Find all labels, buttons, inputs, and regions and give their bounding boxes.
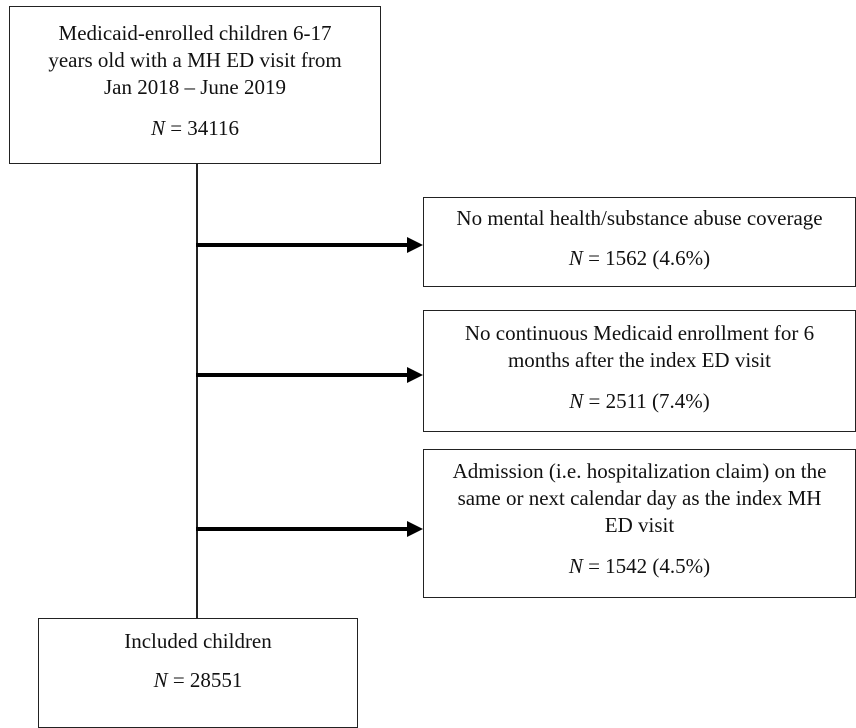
exclusion-box-1: No mental health/substance abuse coverag… [423, 197, 856, 287]
n-value: = 28551 [167, 668, 243, 692]
n-value: = 1542 (4.5%) [582, 554, 711, 578]
main-flow-line [196, 163, 198, 618]
result-box-line-1: Included children [124, 629, 272, 653]
n-symbol: N [150, 116, 165, 140]
result-box-count: N = 28551 [39, 667, 357, 694]
start-box-line-1: Medicaid-enrolled children 6-17 [58, 21, 332, 45]
exclusion-box-2: No continuous Medicaid enrollment for 6 … [423, 310, 856, 432]
n-symbol: N [569, 389, 584, 413]
n-symbol: N [568, 554, 583, 578]
exclusion-box-1-count: N = 1562 (4.6%) [424, 245, 855, 272]
result-box: Included children N = 28551 [38, 618, 358, 728]
exclusion-box-1-line-1: No mental health/substance abuse coverag… [456, 206, 823, 230]
start-box-line-2: years old with a MH ED visit from [48, 48, 342, 72]
exclusion-box-2-count: N = 2511 (7.4%) [424, 388, 855, 415]
n-value: = 1562 (4.6%) [582, 246, 711, 270]
exclusion-box-3: Admission (i.e. hospitalization claim) o… [423, 449, 856, 598]
exclusion-box-2-line-1: No continuous Medicaid enrollment for 6 [464, 321, 815, 345]
n-symbol: N [568, 246, 583, 270]
n-symbol: N [153, 668, 168, 692]
n-value: = 34116 [164, 116, 240, 140]
start-box: Medicaid-enrolled children 6-17 years ol… [9, 6, 381, 164]
start-box-line-3: Jan 2018 – June 2019 [104, 75, 286, 99]
exclusion-arrow-2 [196, 367, 423, 383]
exclusion-box-3-line-1: Admission (i.e. hospitalization claim) o… [452, 459, 827, 483]
n-value: = 2511 (7.4%) [583, 389, 710, 413]
exclusion-box-3-line-2: same or next calendar day as the index M… [457, 486, 822, 510]
exclusion-arrow-1 [196, 237, 423, 253]
start-box-count: N = 34116 [10, 115, 380, 142]
exclusion-box-3-count: N = 1542 (4.5%) [424, 553, 855, 580]
exclusion-box-2-line-2: months after the index ED visit [507, 348, 772, 372]
exclusion-box-3-line-3: ED visit [604, 513, 675, 537]
exclusion-arrow-3 [196, 521, 423, 537]
